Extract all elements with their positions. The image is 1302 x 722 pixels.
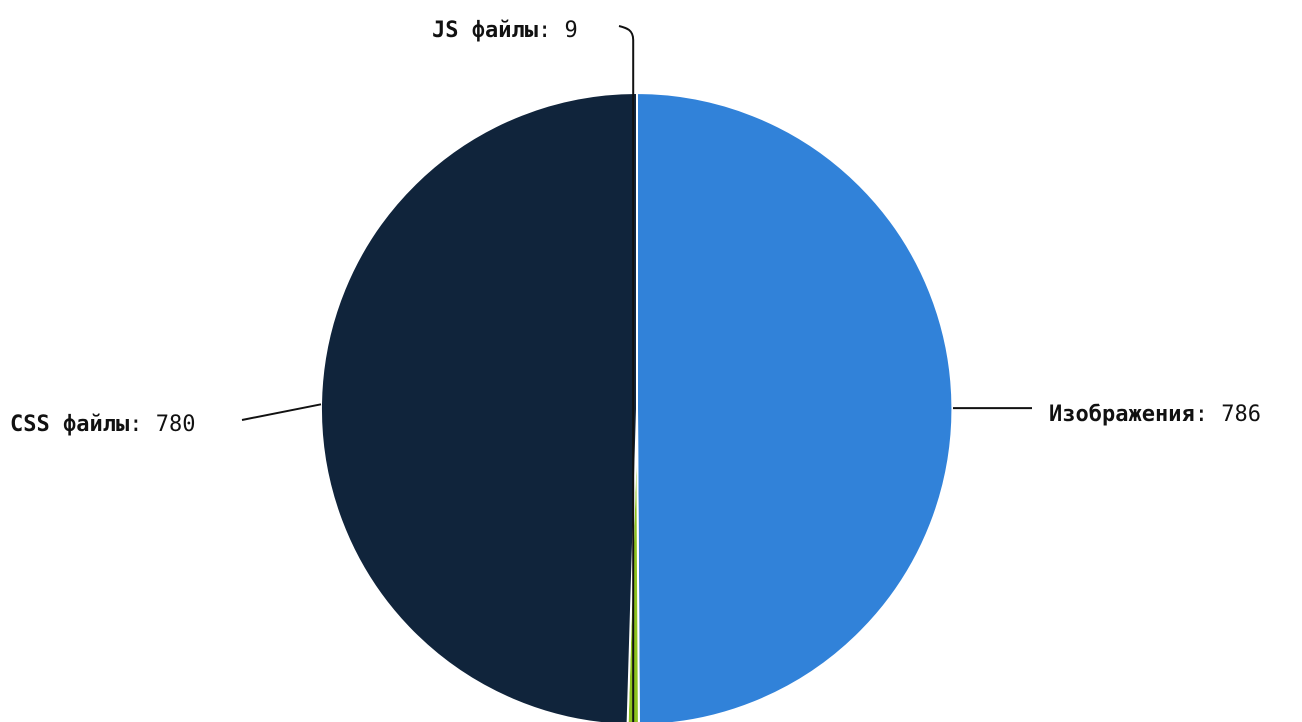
slice-label-separator: : xyxy=(1195,402,1222,427)
slice-label-separator: : xyxy=(129,412,156,437)
slice-labels: Изображения: 786 JS файлы: 9 CSS файлы: 78… xyxy=(10,18,1261,437)
slice-label-value: 786 xyxy=(1221,402,1261,427)
leader-line-js-файлы xyxy=(618,25,635,722)
leader-line-css-файлы xyxy=(241,403,322,421)
slice-label-name: JS файлы xyxy=(432,18,538,43)
slice-label-value: 780 xyxy=(156,412,196,437)
pie-slice-изображения xyxy=(636,92,954,722)
pie-slices xyxy=(319,92,954,722)
slice-label-name: Изображения xyxy=(1049,402,1195,427)
leader-lines xyxy=(241,25,1032,722)
pie-slice-css-файлы xyxy=(319,92,638,722)
slice-label-css-файлы: CSS файлы: 780 xyxy=(10,412,195,437)
slice-label-separator: : xyxy=(538,18,565,43)
slice-label-name: CSS файлы xyxy=(10,412,129,437)
slice-label-js-файлы: JS файлы: 9 xyxy=(432,18,578,43)
slice-label-изображения: Изображения: 786 xyxy=(1049,402,1261,427)
slice-label-value: 9 xyxy=(564,18,577,43)
